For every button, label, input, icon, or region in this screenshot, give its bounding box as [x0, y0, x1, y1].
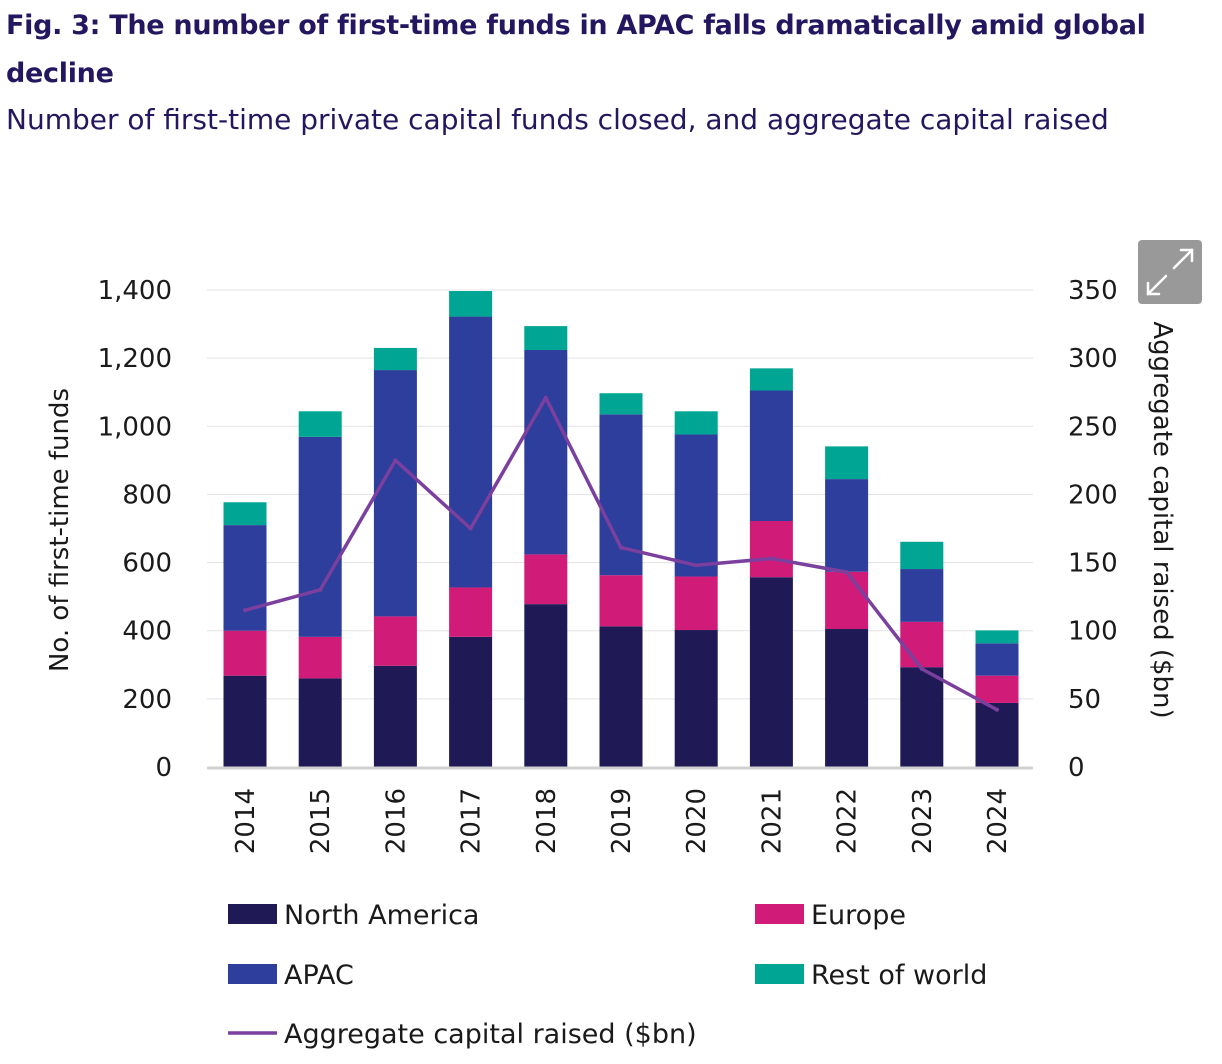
y2-tick-label: 50 — [1068, 685, 1101, 715]
x-tick-label: 2022 — [833, 788, 863, 854]
bar-rest-of-world — [900, 541, 944, 570]
y-axis-title: No. of first-time funds — [45, 388, 75, 672]
line-point — [243, 608, 247, 613]
expand-button[interactable] — [1138, 240, 1202, 304]
y2-tick-label: 250 — [1068, 412, 1118, 442]
chart-subtitle: Number of first-time private capital fun… — [6, 103, 1109, 136]
y-tick-label: 1,000 — [98, 412, 172, 442]
y2-axis-title: Aggregate capital raised ($bn) — [1147, 321, 1177, 718]
line-point — [468, 526, 473, 531]
bar-europe — [749, 521, 793, 578]
x-tick-label: 2020 — [682, 788, 712, 854]
y-tick-label: 0 — [155, 753, 172, 783]
bar-north-america — [599, 626, 643, 767]
bar-north-america — [373, 665, 417, 767]
bar-apac — [449, 316, 493, 588]
line-point — [769, 556, 774, 561]
bar-north-america — [975, 702, 1019, 767]
y2-tick-label: 0 — [1068, 753, 1085, 783]
bar-rest-of-world — [599, 393, 643, 415]
bar-rest-of-world — [524, 326, 568, 350]
line-point — [919, 666, 924, 671]
legend-swatch — [755, 904, 804, 924]
bar-north-america — [298, 678, 342, 767]
x-tick-label: 2018 — [532, 788, 562, 854]
x-tick-label: 2019 — [607, 788, 637, 854]
x-tick-label: 2014 — [231, 788, 261, 854]
y2-tick-label: 350 — [1068, 276, 1118, 306]
bar-europe — [524, 554, 568, 605]
bar-europe — [975, 675, 1019, 703]
bar-apac — [900, 569, 944, 622]
expand-icon — [1146, 248, 1194, 296]
bar-rest-of-world — [749, 368, 793, 391]
bar-europe — [900, 621, 944, 668]
chart-title: Fig. 3: The number of first-time funds i… — [6, 10, 1146, 89]
line-point — [995, 707, 999, 712]
bar-apac — [674, 434, 718, 577]
y-tick-label: 400 — [122, 617, 172, 647]
legend-swatch — [228, 964, 277, 984]
bar-europe — [223, 630, 267, 676]
bar-rest-of-world — [298, 411, 342, 437]
y-tick-label: 1,400 — [98, 276, 172, 306]
bar-europe — [674, 576, 718, 631]
bar-north-america — [749, 577, 793, 767]
y-tick-label: 600 — [122, 549, 172, 579]
bar-rest-of-world — [373, 347, 417, 371]
line-point — [694, 563, 699, 568]
bar-europe — [298, 636, 342, 679]
line-point — [844, 570, 849, 575]
bar-apac — [223, 525, 267, 631]
y-tick-label: 200 — [122, 685, 172, 715]
bar-rest-of-world — [449, 291, 493, 317]
line-point — [619, 545, 623, 550]
bar-apac — [749, 390, 793, 522]
x-tick-label: 2024 — [983, 788, 1013, 854]
bar-europe — [825, 571, 869, 630]
bar-north-america — [674, 630, 718, 767]
legend-swatch — [755, 964, 804, 984]
x-tick-label: 2015 — [306, 788, 336, 854]
bar-apac — [524, 349, 568, 555]
bar-apac — [373, 370, 417, 617]
x-tick-label: 2017 — [457, 788, 487, 854]
bar-apac — [825, 479, 869, 572]
x-tick-label: 2023 — [908, 788, 938, 854]
y2-tick-label: 200 — [1068, 480, 1118, 510]
legend-label: Europe — [811, 900, 906, 931]
bar-north-america — [524, 604, 568, 767]
bar-europe — [599, 575, 643, 627]
bar-rest-of-world — [975, 630, 1019, 644]
y2-tick-label: 300 — [1068, 344, 1118, 374]
x-tick-label: 2016 — [381, 788, 411, 854]
bar-europe — [373, 616, 417, 666]
legend-label: APAC — [284, 960, 354, 991]
y2-tick-label: 100 — [1068, 617, 1118, 647]
line-point — [318, 587, 323, 592]
bar-europe — [449, 587, 493, 637]
y-tick-label: 1,200 — [98, 344, 172, 374]
bar-apac — [975, 643, 1019, 676]
x-tick-label: 2021 — [757, 788, 787, 854]
line-point — [393, 458, 398, 463]
legend-label: Aggregate capital raised ($bn) — [284, 1019, 697, 1050]
y-tick-label: 800 — [122, 480, 172, 510]
bar-rest-of-world — [825, 446, 869, 480]
legend-label: North America — [284, 900, 479, 931]
bar-rest-of-world — [223, 502, 267, 526]
bar-rest-of-world — [674, 411, 718, 435]
legend-label: Rest of world — [811, 960, 987, 991]
y2-tick-label: 150 — [1068, 549, 1118, 579]
bar-north-america — [449, 636, 493, 767]
bar-north-america — [825, 629, 869, 767]
bar-apac — [298, 436, 342, 637]
legend-swatch — [228, 904, 277, 924]
bar-north-america — [223, 675, 267, 767]
line-point — [543, 395, 548, 400]
bar-north-america — [900, 667, 944, 767]
